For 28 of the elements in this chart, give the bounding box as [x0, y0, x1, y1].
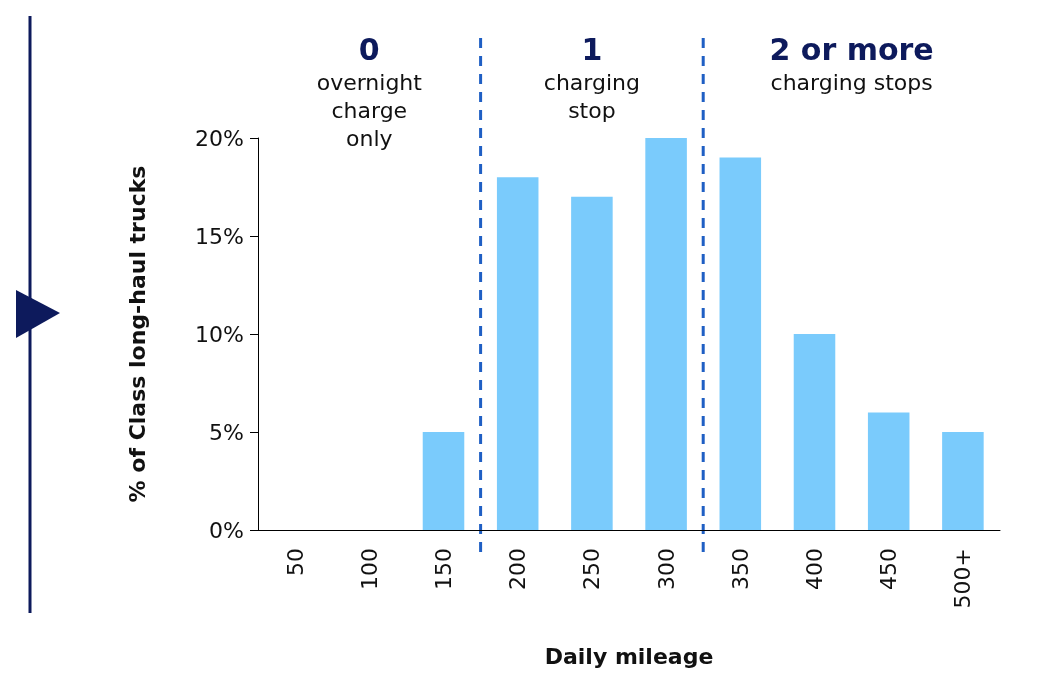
x-tick-label: 150 [431, 548, 456, 590]
bar [793, 334, 836, 530]
x-tick-label: 100 [356, 548, 382, 590]
text: 1 charging stop [543, 31, 640, 123]
x-tick-label: 450 [876, 548, 902, 590]
bar [719, 157, 762, 530]
y-axis-title: % of Class long-haul trucks [124, 165, 150, 503]
bar [571, 196, 613, 530]
y-tick-label: 5% [209, 419, 244, 445]
y-tick-label: 0% [209, 517, 244, 543]
bar [867, 412, 910, 530]
y-tick-label: 10% [195, 321, 244, 347]
x-tick-label: 200 [505, 548, 531, 590]
bar [645, 138, 687, 530]
annotation: 0 overnight charge only [316, 31, 423, 151]
bar [942, 432, 984, 530]
x-tick-label: 500+ [950, 548, 976, 609]
y-tick-label: 20% [195, 125, 244, 151]
x-tick-label: 300 [653, 548, 679, 590]
text: 2 or more charging stops [769, 31, 934, 95]
bar [496, 177, 539, 530]
x-tick-label: 50 [282, 548, 308, 576]
x-tick-label: 250 [579, 548, 605, 590]
bar [422, 432, 465, 530]
x-tick-label: 350 [727, 548, 753, 590]
y-tick-label: 15% [195, 223, 244, 249]
x-tick-label: 400 [802, 548, 827, 590]
x-axis-title: Daily mileage [544, 643, 714, 669]
